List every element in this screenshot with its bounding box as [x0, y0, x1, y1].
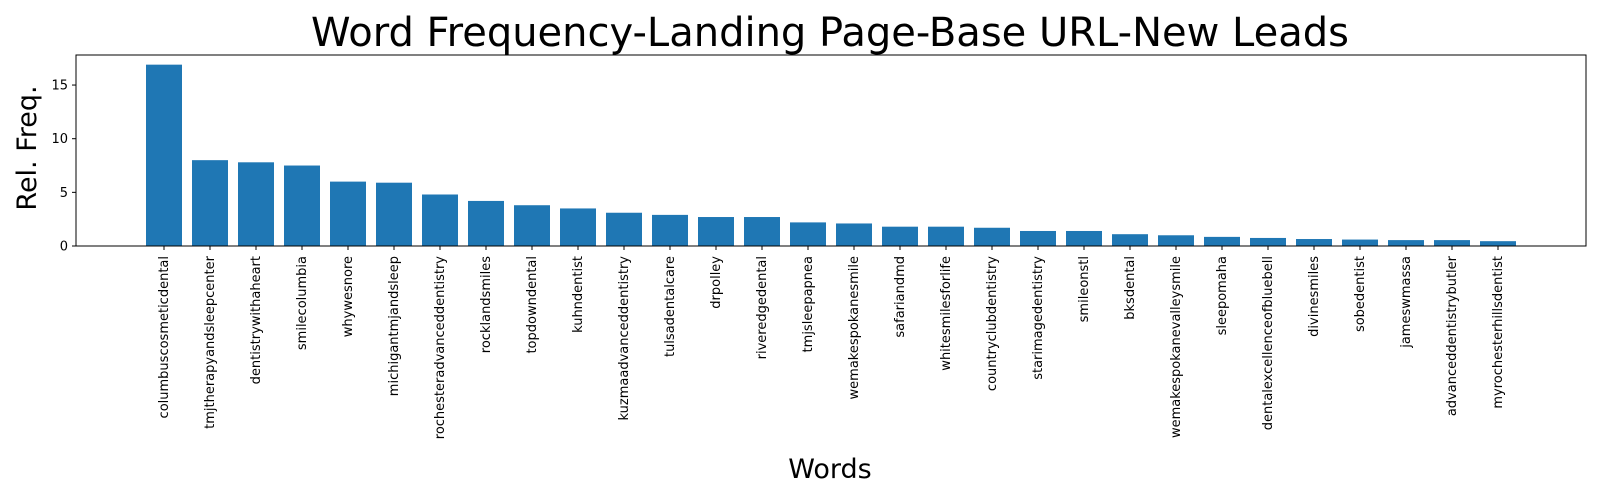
bar-bksdental	[1112, 234, 1148, 246]
y-axis-ticks: 0 5 10 15	[51, 79, 76, 255]
x-tick-label: topdowndental	[525, 256, 540, 354]
x-tick-label: riveredgedental	[755, 256, 770, 359]
x-tick-label: whitesmilesforlife	[939, 256, 954, 371]
x-tick-label: whywesnore	[341, 256, 356, 337]
bar-myrochesterhillsdentist	[1480, 241, 1516, 246]
x-tick-label: rocklandsmiles	[479, 256, 494, 353]
x-axis-ticks: columbuscosmeticdental tmjtherapyandsleep…	[157, 246, 1506, 439]
x-tick-label: myrochesterhillsdentist	[1491, 256, 1506, 409]
x-tick-label: tulsadentalcare	[663, 256, 678, 357]
y-tick-label: 10	[51, 132, 68, 147]
y-tick-label: 0	[60, 240, 68, 255]
x-tick-label: dentalexcellenceofbluebell	[1261, 256, 1276, 430]
bar-whywesnore	[330, 181, 366, 246]
x-tick-label: countryclubdentistry	[985, 256, 1000, 391]
x-tick-label: starimagedentistry	[1031, 256, 1046, 380]
x-tick-label: kuzmaadvanceddentistry	[617, 256, 632, 421]
bar-topdowndental	[514, 205, 550, 246]
bar-starimagedentistry	[1020, 230, 1056, 246]
x-tick-label: wemakespokanevalleysmile	[1169, 256, 1184, 438]
x-tick-label: bksdental	[1123, 256, 1138, 320]
bar-whitesmilesforlife	[928, 226, 964, 246]
bar-drpolley	[698, 217, 734, 246]
bar-tmjsleepapnea	[790, 222, 826, 246]
x-tick-label: sleepomaha	[1215, 256, 1230, 335]
bar-divinesmiles	[1296, 239, 1332, 246]
y-axis-label: Rel. Freq.	[12, 85, 43, 210]
y-tick-label: 5	[60, 186, 68, 201]
x-tick-label: drpolley	[709, 256, 724, 309]
x-tick-label: michigantmjandsleep	[387, 256, 402, 396]
x-tick-label: advanceddentistrybutler	[1445, 255, 1460, 416]
bar-dentistrywithaheart	[238, 162, 274, 246]
bar-countryclubdentistry	[974, 227, 1010, 246]
x-tick-label: smilecolumbia	[295, 256, 310, 350]
bar-wemakespokanevalleysmile	[1158, 235, 1194, 246]
x-tick-label: sobedentist	[1353, 256, 1368, 332]
bar-riveredgedental	[744, 217, 780, 246]
bar-tmjtherapyandsleepcenter	[192, 160, 228, 246]
bar-jameswmassa	[1388, 240, 1424, 246]
x-tick-label: divinesmiles	[1307, 256, 1322, 337]
x-tick-label: columbuscosmeticdental	[157, 256, 172, 418]
x-axis-label: Words	[788, 454, 871, 485]
x-tick-label: dentistrywithaheart	[249, 256, 264, 384]
bar-columbuscosmeticdental	[146, 64, 182, 246]
y-tick-label: 15	[51, 79, 68, 94]
bar-dentalexcellenceofbluebell	[1250, 237, 1286, 246]
chart-title: Word Frequency-Landing Page-Base URL-New…	[311, 10, 1349, 56]
bar-sobedentist	[1342, 239, 1378, 246]
x-tick-label: smileonstl	[1077, 256, 1092, 322]
x-tick-label: wemakespokanesmile	[847, 256, 862, 399]
bar-smileonstl	[1066, 230, 1102, 246]
bar-advanceddentistrybutler	[1434, 240, 1470, 246]
x-tick-label: tmjsleepapnea	[801, 256, 816, 352]
bar-rochesteradvanceddentistry	[422, 194, 458, 246]
x-tick-label: jameswmassa	[1399, 256, 1414, 349]
bar-kuhndentist	[560, 208, 596, 246]
plot-frame	[75, 54, 1587, 247]
bar-sleepomaha	[1204, 236, 1240, 246]
bar-wemakespokanesmile	[836, 223, 872, 246]
x-tick-label: safariandmd	[893, 256, 908, 338]
bars-group	[146, 64, 1516, 246]
bar-kuzmaadvanceddentistry	[606, 212, 642, 246]
x-tick-label: kuhndentist	[571, 256, 586, 333]
x-tick-label: rochesteradvanceddentistry	[433, 256, 448, 440]
bar-tulsadentalcare	[652, 214, 688, 246]
x-tick-label: tmjtherapyandsleepcenter	[203, 255, 218, 429]
bar-safariandmd	[882, 226, 918, 246]
bar-rocklandsmiles	[468, 200, 504, 246]
bar-smilecolumbia	[284, 165, 320, 246]
bar-michigantmjandsleep	[376, 182, 412, 246]
